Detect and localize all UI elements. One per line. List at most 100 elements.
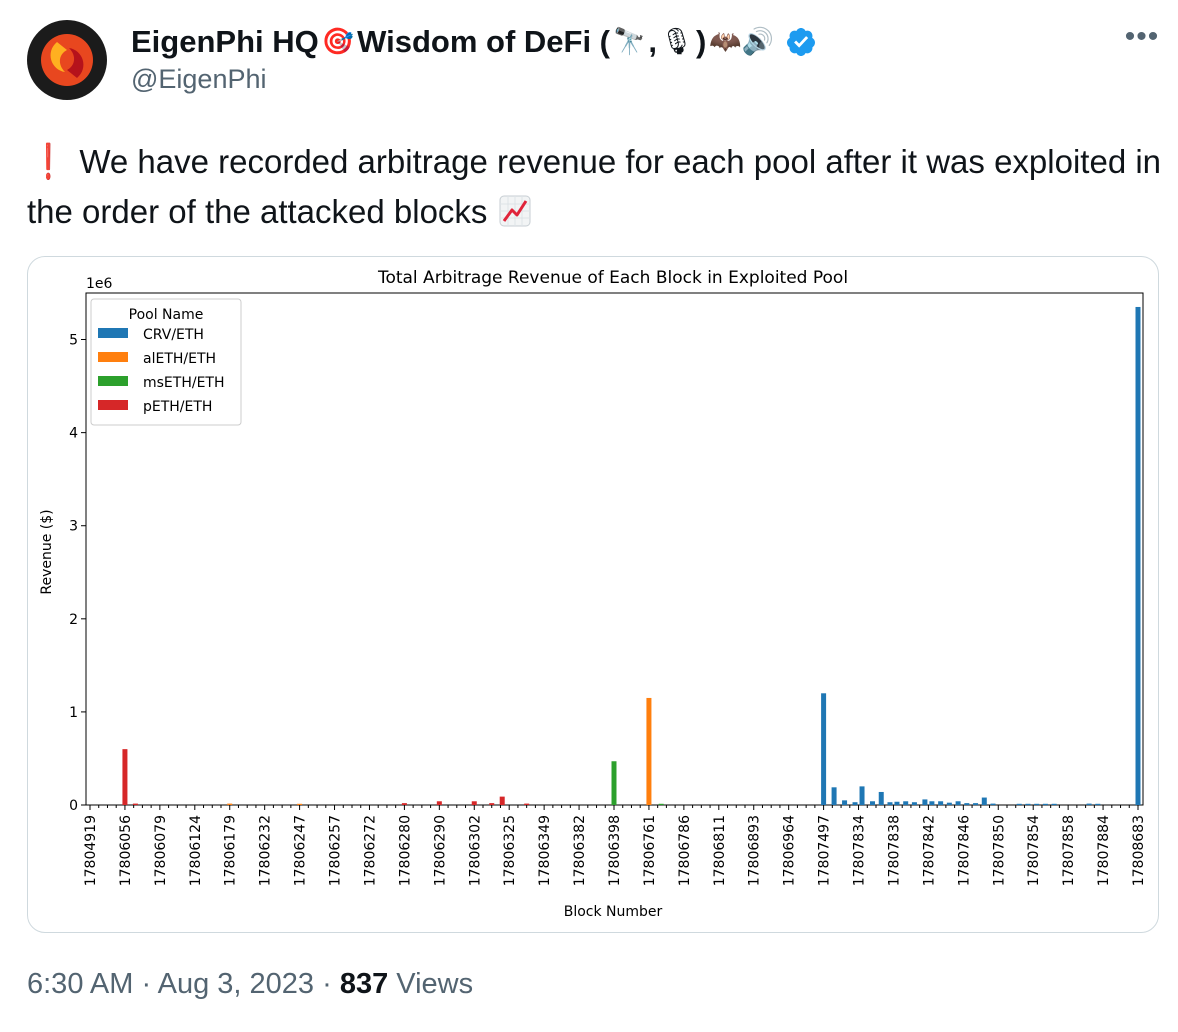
x-tick-label: 17806257 — [328, 815, 344, 886]
y-tick-label: 0 — [69, 798, 78, 814]
chart-bar — [1135, 306, 1141, 805]
x-tick-label: 17806247 — [293, 815, 309, 886]
x-tick-label: 17806302 — [467, 815, 483, 886]
views-count: 837 — [339, 968, 389, 1000]
more-options-icon[interactable]: ••• — [1124, 20, 1160, 53]
chart-bar — [132, 803, 138, 805]
tweet-date[interactable]: Aug 3, 2023 — [157, 968, 315, 1000]
x-tick-label: 17807854 — [1026, 815, 1042, 886]
chart-bar — [1086, 803, 1092, 805]
legend-title: Pool Name — [129, 307, 204, 323]
chart-bar — [946, 802, 952, 805]
chart-bar — [821, 693, 827, 805]
x-tick-label: 17804919 — [83, 815, 99, 886]
meta-separator: · — [322, 968, 332, 1000]
display-name[interactable]: EigenPhi HQ — [131, 24, 319, 59]
display-name-sep: , — [648, 24, 657, 59]
avatar[interactable] — [27, 20, 107, 100]
chart-bar — [499, 796, 505, 805]
chart-bar — [436, 801, 442, 805]
x-tick-label: 17806325 — [502, 815, 518, 886]
x-axis-label: Block Number — [564, 904, 663, 920]
x-tick-label: 17806056 — [118, 815, 134, 886]
x-tick-label: 17808683 — [1131, 815, 1147, 886]
x-tick-label: 17806272 — [362, 815, 378, 886]
microphone-emoji-icon: 🎙 — [660, 27, 694, 57]
x-tick-label: 17806232 — [258, 815, 274, 886]
x-tick-label: 17807850 — [991, 815, 1007, 886]
legend-swatch — [98, 376, 128, 386]
tweet-time[interactable]: 6:30 AM — [27, 968, 134, 1000]
chart-bar — [964, 803, 970, 805]
chart-bar — [911, 802, 917, 805]
chart-increasing-icon — [499, 195, 531, 227]
chart-bar — [658, 803, 664, 805]
target-emoji-icon: 🎯 — [321, 27, 355, 57]
chart-bar — [489, 803, 495, 805]
author-handle[interactable]: @EigenPhi — [131, 64, 267, 94]
legend-swatch — [98, 400, 128, 410]
legend-label: msETH/ETH — [143, 375, 225, 391]
x-tick-label: 17806290 — [432, 815, 448, 886]
exclamation-emoji-icon: ❗ — [35, 143, 61, 181]
chart-bar — [471, 801, 477, 805]
y-tick-label: 5 — [69, 333, 78, 349]
x-tick-label: 17807834 — [852, 815, 868, 886]
meta-separator: · — [141, 968, 152, 1000]
x-tick-label: 17806893 — [747, 815, 763, 886]
chart-bar — [887, 802, 893, 805]
x-tick-label: 17806124 — [188, 815, 204, 886]
display-name-suffix: Wisdom of DeFi ( — [357, 24, 610, 59]
tweet-media-chart[interactable]: Total Arbitrage Revenue of Each Block in… — [27, 256, 1159, 933]
x-tick-label: 17806811 — [712, 815, 728, 886]
chart-bar — [903, 801, 909, 805]
x-tick-label: 17807858 — [1061, 815, 1077, 886]
legend-swatch — [98, 328, 128, 338]
x-tick-label: 17806179 — [223, 815, 239, 886]
chart-bar — [955, 801, 961, 805]
bat-speaker-emoji-icon: 🦇🔊 — [709, 27, 775, 57]
y-tick-label: 2 — [69, 612, 78, 628]
x-tick-label: 17807846 — [956, 815, 972, 886]
chart-bar — [401, 803, 407, 805]
chart-bar — [646, 697, 652, 805]
chart-bar — [878, 791, 884, 805]
chart-bar — [1051, 803, 1057, 805]
x-tick-label: 17806349 — [537, 815, 553, 886]
chart-bar — [1042, 803, 1048, 805]
x-tick-label: 17806280 — [397, 815, 413, 886]
chart-bar — [842, 800, 848, 805]
chart-bar — [981, 797, 987, 805]
legend-label: CRV/ETH — [143, 327, 204, 343]
author-name-row[interactable]: EigenPhi HQ 🎯 Wisdom of DeFi ( 🔭 , 🎙 ) 🦇… — [131, 22, 817, 62]
legend-swatch — [98, 352, 128, 362]
chart-bar — [990, 803, 996, 805]
chart-bar — [297, 803, 303, 805]
telescope-emoji-icon: 🔭 — [613, 27, 646, 57]
chart-bar — [524, 803, 530, 805]
tweet-body: We have recorded arbitrage revenue for e… — [27, 143, 1162, 230]
chart-title: Total Arbitrage Revenue of Each Block in… — [377, 268, 848, 288]
x-tick-label: 17807884 — [1096, 815, 1112, 886]
y-tick-label: 1 — [69, 705, 78, 721]
chart-bar — [831, 787, 837, 805]
y-scale-label: 1e6 — [86, 276, 113, 292]
x-tick-label: 17806382 — [572, 815, 588, 886]
y-tick-label: 3 — [69, 519, 78, 535]
chart-bar — [929, 801, 935, 805]
y-axis-label: Revenue ($) — [39, 509, 55, 594]
verified-badge-icon — [787, 28, 816, 56]
x-tick-label: 17806964 — [782, 815, 798, 886]
tweet-meta: 6:30 AM · Aug 3, 2023 · 837 Views — [27, 968, 473, 1001]
x-tick-label: 17806761 — [642, 815, 658, 886]
display-name-close: ) — [696, 24, 707, 59]
tweet-text: ❗ We have recorded arbitrage revenue for … — [27, 137, 1162, 236]
x-tick-label: 17807838 — [886, 815, 902, 886]
chart-bar — [852, 802, 858, 805]
chart-bar — [938, 801, 944, 805]
chart-bar — [122, 749, 128, 805]
y-tick-label: 4 — [69, 426, 78, 442]
chart-legend: Pool Name CRV/ETH alETH/ETH msETH/ETH pETH/… — [90, 298, 242, 426]
x-tick-label: 17806079 — [153, 815, 169, 886]
legend-label: alETH/ETH — [143, 351, 216, 367]
